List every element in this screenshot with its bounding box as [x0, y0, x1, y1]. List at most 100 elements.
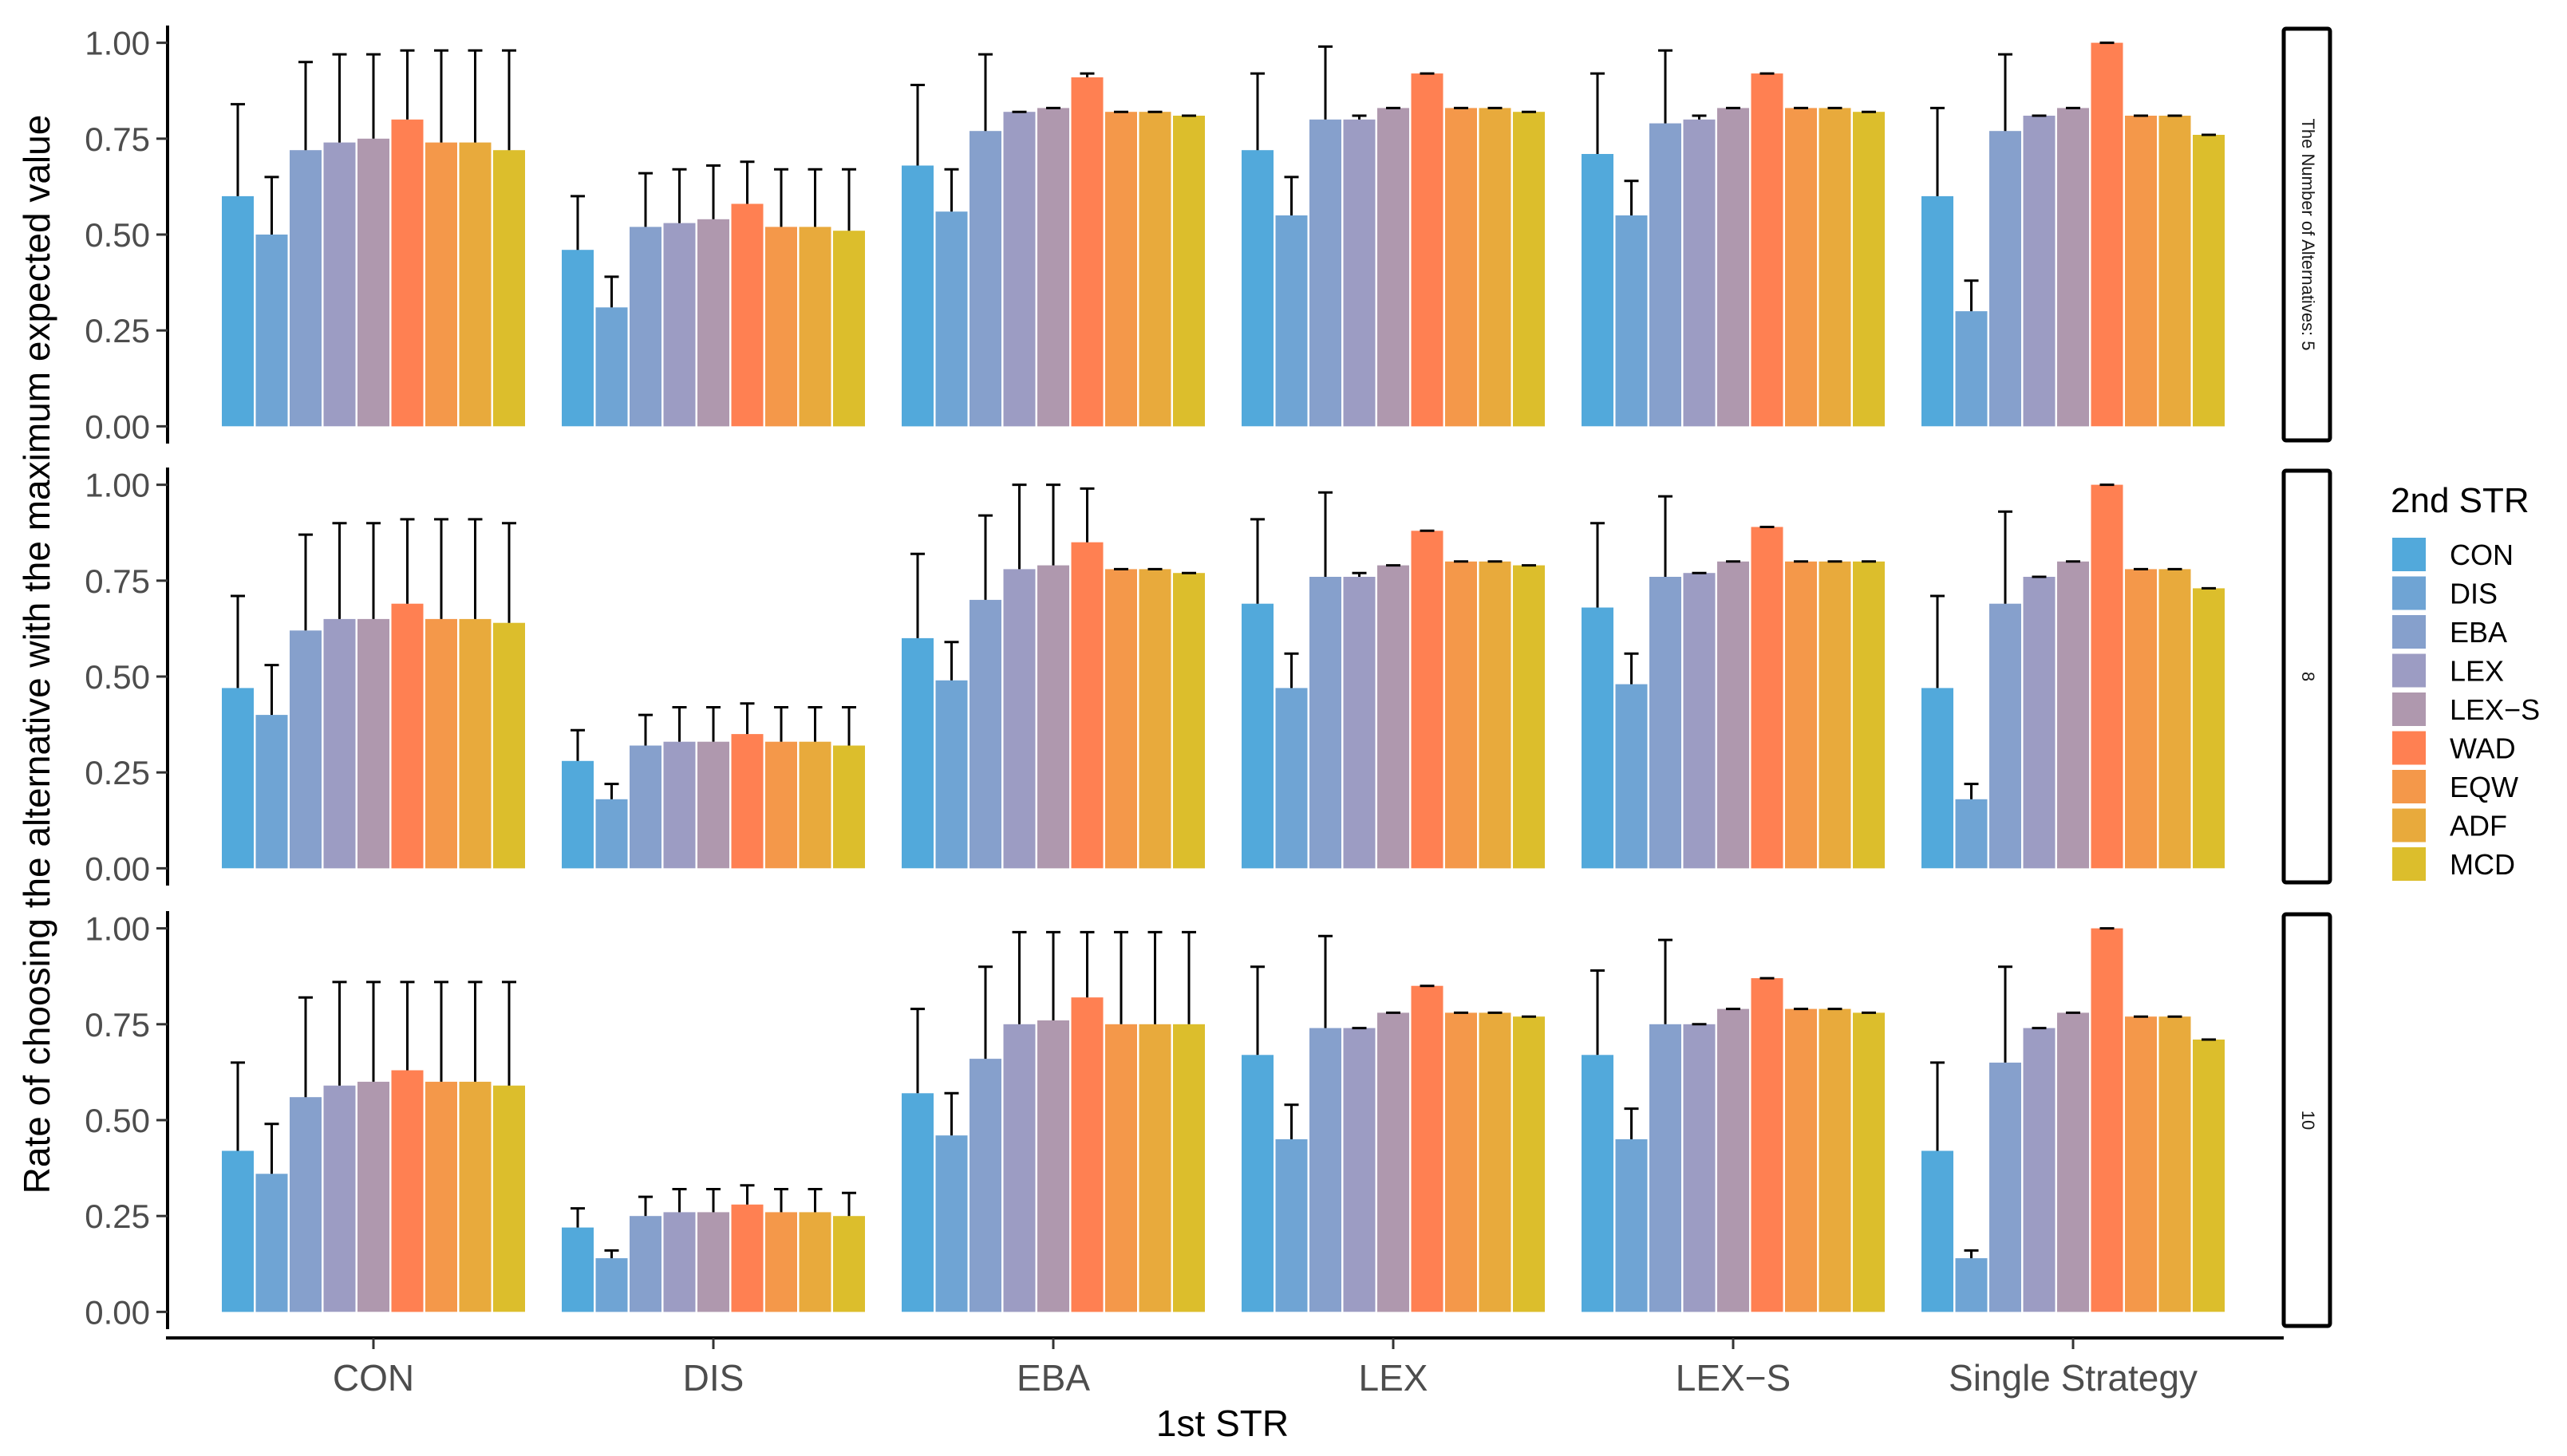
- bar-CON-LEX: [323, 1085, 356, 1312]
- y-tick-label: 0.50: [85, 658, 150, 696]
- bar-DIS-DIS: [595, 799, 628, 869]
- x-tick-label: EBA: [1017, 1357, 1090, 1399]
- bar-CON-ADF: [459, 142, 492, 427]
- bar-LEX−S-ADF: [1819, 561, 1851, 869]
- bar-Single Strategy-LEX: [2023, 1028, 2056, 1312]
- bar-EBA-DIS: [935, 1135, 968, 1312]
- bar-EBA-DIS: [935, 680, 968, 869]
- bar-EBA-EQW: [1105, 569, 1137, 869]
- bar-LEX−S-LEX: [1683, 119, 1716, 427]
- bar-LEX-MCD: [1513, 112, 1545, 427]
- x-tick-label: DIS: [683, 1357, 744, 1399]
- bar-DIS-WAD: [731, 734, 764, 869]
- bar-Single Strategy-EBA: [1989, 1062, 2021, 1312]
- bar-EBA-LEX: [1003, 112, 1036, 427]
- bar-DIS-LEX: [663, 1212, 696, 1312]
- bar-CON-EQW: [425, 142, 457, 427]
- panel-2: [222, 483, 2225, 869]
- bar-DIS-MCD: [833, 231, 865, 427]
- bar-LEX−S-LEX: [1683, 573, 1716, 869]
- bar-Single Strategy-LEX−S: [2057, 561, 2089, 869]
- bar-Single Strategy-WAD: [2091, 928, 2123, 1312]
- bar-DIS-DIS: [595, 1258, 628, 1312]
- legend-swatch-CON: [2392, 538, 2426, 571]
- bar-EBA-LEX: [1003, 1024, 1036, 1312]
- bar-LEX−S-ADF: [1819, 108, 1851, 427]
- bar-LEX-LEX: [1343, 1028, 1376, 1312]
- bar-LEX-EQW: [1445, 1012, 1477, 1312]
- bar-Single Strategy-LEX−S: [2057, 1012, 2089, 1312]
- facet-strip-3: [2281, 912, 2332, 1328]
- bar-DIS-CON: [562, 250, 594, 427]
- bar-EBA-LEX−S: [1037, 1020, 1069, 1312]
- bar-CON-WAD: [391, 1070, 424, 1312]
- y-tick-label: 0.00: [85, 850, 150, 887]
- bar-EBA-WAD: [1071, 542, 1104, 869]
- bar-LEX-EBA: [1309, 1028, 1341, 1312]
- bar-Single Strategy-EQW: [2125, 1016, 2157, 1312]
- bar-LEX−S-EQW: [1785, 1008, 1817, 1312]
- bar-EBA-CON: [902, 637, 934, 869]
- y-tick-label: 0.50: [85, 1102, 150, 1139]
- bar-CON-WAD: [391, 603, 424, 869]
- bar-CON-MCD: [493, 622, 525, 869]
- bar-DIS-EBA: [630, 1216, 661, 1312]
- facet-strip-2: [2281, 468, 2332, 885]
- bar-CON-DIS: [255, 235, 288, 427]
- bar-LEX−S-CON: [1582, 154, 1613, 427]
- legend-label-EBA: EBA: [2450, 616, 2507, 649]
- legend-label-DIS: DIS: [2450, 578, 2498, 610]
- bar-EBA-WAD: [1071, 77, 1104, 427]
- x-axis-title: 1st STR: [1156, 1403, 1289, 1444]
- y-tick-label: 0.25: [85, 754, 150, 791]
- bar-LEX-LEX: [1343, 119, 1376, 427]
- bar-EBA-LEX: [1003, 569, 1036, 869]
- legend-swatch-ADF: [2392, 808, 2426, 842]
- bar-CON-MCD: [493, 1085, 525, 1312]
- legend-label-WAD: WAD: [2450, 732, 2516, 765]
- bar-CON-WAD: [391, 119, 424, 427]
- bar-DIS-EQW: [765, 741, 797, 869]
- bar-LEX-CON: [1242, 1055, 1274, 1312]
- bar-LEX−S-CON: [1582, 1055, 1613, 1312]
- legend-label-MCD: MCD: [2450, 848, 2515, 881]
- legend-swatch-LEX−S: [2392, 692, 2426, 726]
- bar-LEX-WAD: [1411, 531, 1443, 869]
- bar-CON-EBA: [290, 1097, 322, 1312]
- legend-label-EQW: EQW: [2450, 771, 2518, 803]
- bar-EBA-WAD: [1071, 997, 1104, 1312]
- bar-LEX−S-LEX−S: [1717, 1008, 1749, 1312]
- x-tick-label: LEX−S: [1676, 1357, 1791, 1399]
- bar-DIS-MCD: [833, 1216, 865, 1312]
- bar-DIS-LEX: [663, 741, 696, 869]
- bar-LEX−S-DIS: [1615, 684, 1648, 869]
- bar-LEX-ADF: [1479, 1012, 1511, 1312]
- bar-DIS-ADF: [799, 227, 831, 427]
- x-tick-label: Single Strategy: [1949, 1357, 2198, 1399]
- bar-LEX−S-EBA: [1649, 577, 1681, 869]
- bar-CON-CON: [222, 195, 254, 427]
- bar-LEX-WAD: [1411, 985, 1443, 1312]
- bar-Single Strategy-LEX: [2023, 116, 2056, 427]
- legend-label-CON: CON: [2450, 539, 2514, 571]
- bar-EBA-LEX−S: [1037, 108, 1069, 427]
- bar-CON-EQW: [425, 1081, 457, 1312]
- bar-DIS-EBA: [630, 227, 661, 427]
- panels-layer: [222, 41, 2225, 1312]
- bar-EBA-EBA: [970, 131, 1001, 427]
- bar-DIS-ADF: [799, 1212, 831, 1312]
- bar-Single Strategy-WAD: [2091, 484, 2123, 869]
- bar-Single Strategy-DIS: [1955, 311, 1988, 427]
- bar-DIS-WAD: [731, 1204, 764, 1312]
- facet-label: 10: [2298, 1111, 2318, 1130]
- y-tick-label: 0.50: [85, 216, 150, 254]
- legend-title: 2nd STR: [2391, 481, 2529, 520]
- bar-LEX-EBA: [1309, 119, 1341, 427]
- y-tick-label: 1.00: [85, 467, 150, 504]
- bar-LEX-EQW: [1445, 108, 1477, 427]
- bar-EBA-DIS: [935, 211, 968, 427]
- bar-Single Strategy-ADF: [2158, 569, 2191, 869]
- bar-DIS-LEX−S: [697, 741, 729, 869]
- bar-DIS-EBA: [630, 745, 661, 869]
- bar-DIS-EQW: [765, 227, 797, 427]
